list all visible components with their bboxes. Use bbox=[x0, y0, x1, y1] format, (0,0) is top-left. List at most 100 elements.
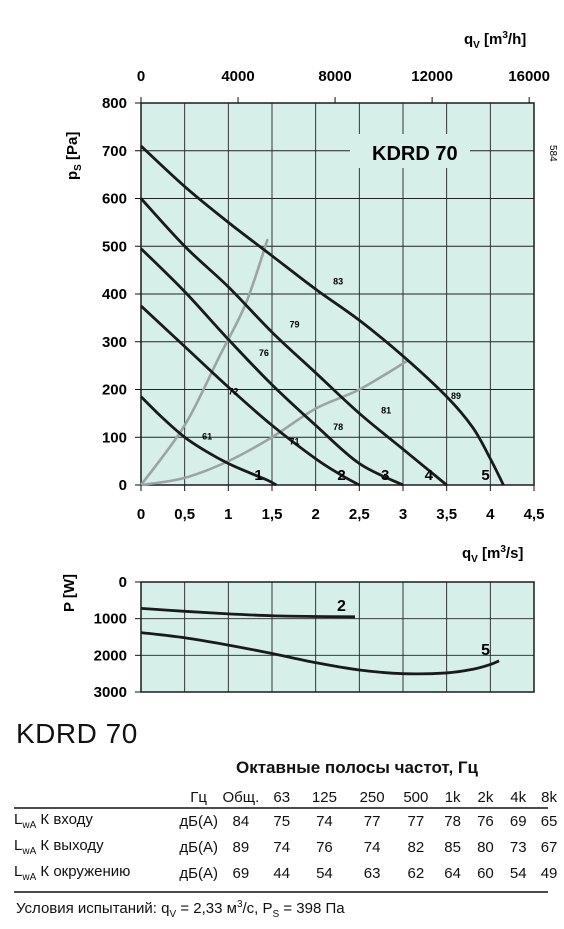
x-top-tick-label: 16000 bbox=[508, 68, 550, 85]
fan-curve-label-3: 3 bbox=[381, 467, 389, 484]
table-cell: 1k bbox=[444, 788, 461, 806]
table-cell: 54 bbox=[316, 864, 333, 882]
table-cell: 84 bbox=[232, 812, 250, 830]
power-y-axis-label: P [W] bbox=[61, 574, 78, 612]
fan-curve-label-2: 2 bbox=[337, 467, 345, 484]
side-label: 584 bbox=[547, 145, 558, 162]
table-caption: Октавные полосы частот, Гц bbox=[236, 758, 479, 777]
y-tick-label: 0 bbox=[119, 574, 127, 591]
power-curve-5 bbox=[140, 631, 500, 676]
sound-level-label: 79 bbox=[289, 319, 299, 329]
fan-curve-2 bbox=[140, 304, 361, 487]
table-cell: 74 bbox=[363, 838, 381, 856]
table-header-row: Гц Общ. 63 125 250 500 1k 2k 4k 8k bbox=[14, 786, 564, 808]
table-cell: 76 bbox=[477, 812, 494, 830]
x-tick-label: 4,5 bbox=[524, 506, 545, 523]
table-cell: 75 bbox=[273, 812, 291, 830]
main-curve-labels: 1 2 3 4 5 61 72 76 79 83 71 78 81 89 bbox=[202, 276, 490, 484]
table-cell: 49 bbox=[540, 864, 558, 882]
sound-level-label: 81 bbox=[381, 405, 391, 415]
table-cell: 60 bbox=[477, 864, 494, 882]
table-cell: 73 bbox=[509, 838, 527, 856]
test-conditions: Условия испытаний: qV = 2,33 м3/с, PS = … bbox=[16, 899, 345, 920]
table-row: LwA К окружению дБ(А) 69 44 54 63 62 64 60 54 49 bbox=[14, 860, 564, 886]
table-cell: 80 bbox=[477, 838, 494, 856]
main-axis-ticks: 0 0,5 1 1,5 2 2,5 3 3,5 4 4,5 0 100 200 300 400 500 600 7… bbox=[102, 68, 550, 523]
table-cell: Гц bbox=[190, 788, 208, 806]
sound-level-label: 89 bbox=[451, 391, 461, 401]
table-cell: 69 bbox=[232, 864, 250, 882]
fan-curve-3 bbox=[140, 247, 404, 487]
y-tick-label: 3000 bbox=[94, 684, 127, 701]
model-title: KDRD 70 bbox=[16, 718, 138, 749]
system-curve bbox=[140, 359, 409, 487]
table-row: LwA К входу дБ(А) 84 75 74 77 77 78 76 69 65 bbox=[14, 808, 564, 834]
y-tick-label: 300 bbox=[102, 334, 127, 351]
table-cell: 62 bbox=[407, 864, 425, 882]
x-tick-label: 3 bbox=[399, 506, 407, 523]
table-cell: 63 bbox=[273, 788, 291, 806]
table-cell: 67 bbox=[540, 838, 558, 856]
table-cell: 78 bbox=[444, 812, 461, 830]
power-axis-ticks: 0 1000 2000 3000 bbox=[94, 574, 141, 701]
table-cell: 85 bbox=[444, 838, 461, 856]
table-cell: 250 bbox=[359, 788, 385, 806]
power-curves bbox=[140, 607, 500, 676]
power-plot-area bbox=[140, 581, 535, 693]
power-curve-2 bbox=[140, 607, 355, 619]
y-tick-label: 500 bbox=[102, 238, 127, 255]
fan-curve-label-1: 1 bbox=[254, 467, 262, 484]
y-tick-label: 0 bbox=[119, 477, 127, 494]
x-tick-label: 0,5 bbox=[174, 506, 195, 523]
main-grid bbox=[140, 102, 535, 486]
x-top-axis-label: qV [m3/h] bbox=[464, 30, 526, 51]
table-cell: 69 bbox=[509, 812, 527, 830]
table-cell: LwA К окружению bbox=[14, 863, 131, 883]
fan-curve-5 bbox=[140, 144, 505, 486]
y-tick-label: 1000 bbox=[94, 611, 127, 628]
sound-level-label: 78 bbox=[333, 422, 343, 432]
table-cell: 54 bbox=[509, 864, 527, 882]
sound-level-label: 61 bbox=[202, 432, 212, 442]
table-cell: 65 bbox=[540, 812, 558, 830]
system-curves bbox=[139, 238, 409, 487]
y-tick-label: 800 bbox=[102, 95, 127, 112]
sound-level-label: 71 bbox=[289, 436, 299, 446]
fan-curve-4 bbox=[139, 197, 448, 487]
x-tick-label: 3,5 bbox=[436, 506, 457, 523]
table-cell: 77 bbox=[407, 812, 425, 830]
power-curve-label-5: 5 bbox=[481, 642, 490, 659]
sound-level-label: 83 bbox=[333, 276, 343, 286]
sound-level-label: 76 bbox=[259, 348, 269, 358]
performance-charts: 0 0,5 1 1,5 2 2,5 3 3,5 4 4,501002003004005006007… bbox=[61, 30, 558, 701]
y-tick-label: 2000 bbox=[94, 647, 127, 664]
y-tick-label: 400 bbox=[102, 286, 127, 303]
title-backdrop bbox=[350, 134, 470, 168]
sound-level-label: 72 bbox=[228, 386, 238, 396]
fan-curve-label-5: 5 bbox=[481, 467, 489, 484]
table-cell: дБ(А) bbox=[179, 864, 218, 882]
table-cell: 64 bbox=[444, 864, 461, 882]
table-cell: 74 bbox=[316, 812, 333, 830]
table-cell: 74 bbox=[273, 838, 291, 856]
fan-curve-label-4: 4 bbox=[425, 467, 434, 484]
table-cell: 2k bbox=[477, 788, 494, 806]
x-top-tick-label: 0 bbox=[137, 68, 145, 85]
table-cell: дБ(А) bbox=[179, 838, 218, 856]
x-top-tick-label: 12000 bbox=[411, 68, 453, 85]
table-cell: 44 bbox=[273, 864, 291, 882]
x-top-tick-label: 4000 bbox=[221, 68, 254, 85]
fan-curves bbox=[139, 144, 505, 487]
chart-title: KDRD 70 bbox=[372, 143, 458, 165]
power-grid bbox=[140, 581, 535, 693]
x-tick-label: 1 bbox=[224, 506, 232, 523]
table-cell bbox=[14, 786, 179, 808]
x-tick-label: 1,5 bbox=[262, 506, 283, 523]
x-tick-label: 4 bbox=[486, 506, 495, 523]
table-cell: 82 bbox=[407, 838, 425, 856]
table-cell: 125 bbox=[311, 788, 337, 806]
table-cell: 8k bbox=[541, 788, 557, 806]
table-cell: дБ(А) bbox=[179, 812, 218, 830]
noise-table: Гц Общ. 63 125 250 500 1k 2k 4k 8k LwA К входу дБ(А… bbox=[14, 786, 564, 886]
fan-curve-1 bbox=[140, 395, 278, 487]
